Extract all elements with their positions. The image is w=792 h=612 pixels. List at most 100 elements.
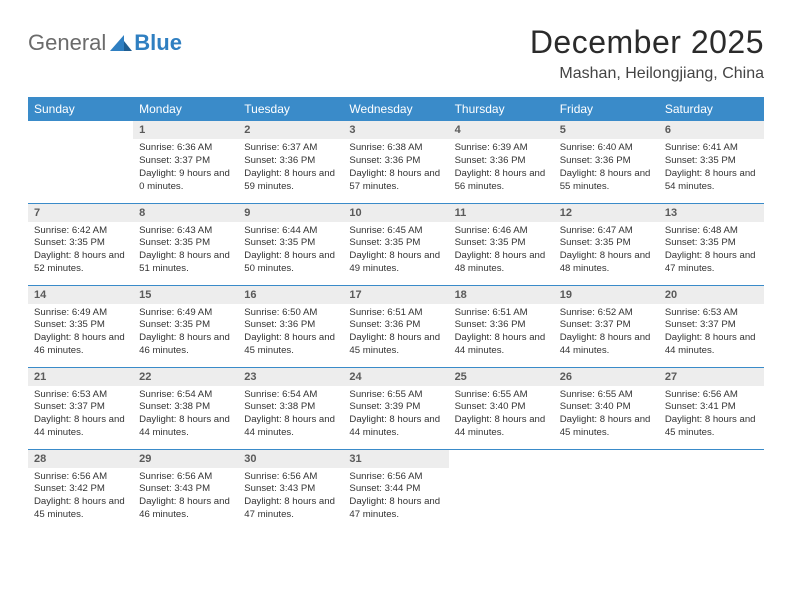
- daylight-text: Daylight: 8 hours and 55 minutes.: [560, 168, 653, 194]
- daylight-text: Daylight: 8 hours and 52 minutes.: [34, 250, 127, 276]
- sunset-text: Sunset: 3:36 PM: [455, 319, 548, 332]
- sunrise-text: Sunrise: 6:51 AM: [349, 307, 442, 320]
- day-number: 18: [449, 286, 554, 304]
- calendar-week-row: ..1Sunrise: 6:36 AMSunset: 3:37 PMDaylig…: [28, 121, 764, 203]
- sunset-text: Sunset: 3:36 PM: [349, 319, 442, 332]
- sunset-text: Sunset: 3:39 PM: [349, 401, 442, 414]
- sunset-text: Sunset: 3:36 PM: [349, 155, 442, 168]
- day-details: Sunrise: 6:46 AMSunset: 3:35 PMDaylight:…: [449, 222, 554, 281]
- sunset-text: Sunset: 3:35 PM: [665, 155, 758, 168]
- sunset-text: Sunset: 3:40 PM: [560, 401, 653, 414]
- calendar-day-cell: 11Sunrise: 6:46 AMSunset: 3:35 PMDayligh…: [449, 203, 554, 285]
- calendar-table: Sunday Monday Tuesday Wednesday Thursday…: [28, 97, 764, 531]
- sunrise-text: Sunrise: 6:40 AM: [560, 142, 653, 155]
- day-details: Sunrise: 6:56 AMSunset: 3:41 PMDaylight:…: [659, 386, 764, 445]
- calendar-day-cell: ..: [659, 449, 764, 531]
- sunset-text: Sunset: 3:35 PM: [244, 237, 337, 250]
- sunset-text: Sunset: 3:40 PM: [455, 401, 548, 414]
- sunrise-text: Sunrise: 6:55 AM: [349, 389, 442, 402]
- sunrise-text: Sunrise: 6:50 AM: [244, 307, 337, 320]
- daylight-text: Daylight: 8 hours and 46 minutes.: [139, 496, 232, 522]
- sunrise-text: Sunrise: 6:56 AM: [244, 471, 337, 484]
- day-details: Sunrise: 6:56 AMSunset: 3:42 PMDaylight:…: [28, 468, 133, 527]
- calendar-day-cell: ..: [449, 449, 554, 531]
- sunrise-text: Sunrise: 6:54 AM: [139, 389, 232, 402]
- day-number: 17: [343, 286, 448, 304]
- day-number: 29: [133, 450, 238, 468]
- day-number: 11: [449, 204, 554, 222]
- sunrise-text: Sunrise: 6:44 AM: [244, 225, 337, 238]
- daylight-text: Daylight: 8 hours and 47 minutes.: [349, 496, 442, 522]
- calendar-day-cell: 25Sunrise: 6:55 AMSunset: 3:40 PMDayligh…: [449, 367, 554, 449]
- sunrise-text: Sunrise: 6:53 AM: [665, 307, 758, 320]
- daylight-text: Daylight: 8 hours and 45 minutes.: [560, 414, 653, 440]
- sunrise-text: Sunrise: 6:54 AM: [244, 389, 337, 402]
- daylight-text: Daylight: 8 hours and 56 minutes.: [455, 168, 548, 194]
- day-details: Sunrise: 6:55 AMSunset: 3:39 PMDaylight:…: [343, 386, 448, 445]
- day-details: Sunrise: 6:56 AMSunset: 3:43 PMDaylight:…: [238, 468, 343, 527]
- sunrise-text: Sunrise: 6:39 AM: [455, 142, 548, 155]
- day-number: 8: [133, 204, 238, 222]
- day-details: Sunrise: 6:47 AMSunset: 3:35 PMDaylight:…: [554, 222, 659, 281]
- day-details: Sunrise: 6:55 AMSunset: 3:40 PMDaylight:…: [554, 386, 659, 445]
- day-number: 26: [554, 368, 659, 386]
- calendar-day-cell: 6Sunrise: 6:41 AMSunset: 3:35 PMDaylight…: [659, 121, 764, 203]
- sunset-text: Sunset: 3:38 PM: [244, 401, 337, 414]
- day-details: Sunrise: 6:55 AMSunset: 3:40 PMDaylight:…: [449, 386, 554, 445]
- calendar-day-cell: 5 Sunrise: 6:40 AMSunset: 3:36 PMDaylight…: [554, 121, 659, 203]
- calendar-day-cell: 3Sunrise: 6:38 AMSunset: 3:36 PMDaylight…: [343, 121, 448, 203]
- calendar-day-cell: 17Sunrise: 6:51 AMSunset: 3:36 PMDayligh…: [343, 285, 448, 367]
- sunrise-text: Sunrise: 6:56 AM: [665, 389, 758, 402]
- sunset-text: Sunset: 3:35 PM: [34, 319, 127, 332]
- calendar-day-cell: 8Sunrise: 6:43 AMSunset: 3:35 PMDaylight…: [133, 203, 238, 285]
- daylight-text: Daylight: 8 hours and 46 minutes.: [139, 332, 232, 358]
- sunset-text: Sunset: 3:36 PM: [244, 155, 337, 168]
- day-number: 5: [554, 121, 659, 139]
- daylight-text: Daylight: 8 hours and 47 minutes.: [665, 250, 758, 276]
- daylight-text: Daylight: 8 hours and 45 minutes.: [34, 496, 127, 522]
- weekday-header: Saturday: [659, 97, 764, 121]
- calendar-day-cell: ..: [554, 449, 659, 531]
- calendar-day-cell: 15Sunrise: 6:49 AMSunset: 3:35 PMDayligh…: [133, 285, 238, 367]
- sunrise-text: Sunrise: 6:51 AM: [455, 307, 548, 320]
- calendar-day-cell: 12Sunrise: 6:47 AMSunset: 3:35 PMDayligh…: [554, 203, 659, 285]
- day-number: 24: [343, 368, 448, 386]
- sunrise-text: Sunrise: 6:42 AM: [34, 225, 127, 238]
- calendar-day-cell: 21Sunrise: 6:53 AMSunset: 3:37 PMDayligh…: [28, 367, 133, 449]
- day-number: 20: [659, 286, 764, 304]
- day-number: 16: [238, 286, 343, 304]
- weekday-header: Sunday: [28, 97, 133, 121]
- day-details: Sunrise: 6:37 AMSunset: 3:36 PMDaylight:…: [238, 139, 343, 198]
- location-label: Mashan, Heilongjiang, China: [530, 65, 764, 83]
- day-number: 25: [449, 368, 554, 386]
- daylight-text: Daylight: 8 hours and 50 minutes.: [244, 250, 337, 276]
- day-details: Sunrise: 6:51 AMSunset: 3:36 PMDaylight:…: [449, 304, 554, 363]
- day-number: 3: [343, 121, 448, 139]
- sunrise-text: Sunrise: 6:47 AM: [560, 225, 653, 238]
- day-number: 9: [238, 204, 343, 222]
- sunset-text: Sunset: 3:41 PM: [665, 401, 758, 414]
- day-number: 30: [238, 450, 343, 468]
- sunrise-text: Sunrise: 6:36 AM: [139, 142, 232, 155]
- calendar-day-cell: 16Sunrise: 6:50 AMSunset: 3:36 PMDayligh…: [238, 285, 343, 367]
- sunrise-text: Sunrise: 6:37 AM: [244, 142, 337, 155]
- calendar-day-cell: 29Sunrise: 6:56 AMSunset: 3:43 PMDayligh…: [133, 449, 238, 531]
- logo-triangle-icon: [110, 35, 132, 51]
- day-details: Sunrise: 6:56 AMSunset: 3:44 PMDaylight:…: [343, 468, 448, 527]
- day-details: Sunrise: 6:45 AMSunset: 3:35 PMDaylight:…: [343, 222, 448, 281]
- sunrise-text: Sunrise: 6:45 AM: [349, 225, 442, 238]
- calendar-day-cell: 30Sunrise: 6:56 AMSunset: 3:43 PMDayligh…: [238, 449, 343, 531]
- day-details: Sunrise: 6:44 AMSunset: 3:35 PMDaylight:…: [238, 222, 343, 281]
- day-number: 6: [659, 121, 764, 139]
- calendar-day-cell: 10Sunrise: 6:45 AMSunset: 3:35 PMDayligh…: [343, 203, 448, 285]
- calendar-day-cell: 28Sunrise: 6:56 AMSunset: 3:42 PMDayligh…: [28, 449, 133, 531]
- sunrise-text: Sunrise: 6:49 AM: [139, 307, 232, 320]
- sunset-text: Sunset: 3:36 PM: [560, 155, 653, 168]
- daylight-text: Daylight: 8 hours and 57 minutes.: [349, 168, 442, 194]
- day-number: 15: [133, 286, 238, 304]
- day-details: Sunrise: 6:39 AMSunset: 3:36 PMDaylight:…: [449, 139, 554, 198]
- sunrise-text: Sunrise: 6:48 AM: [665, 225, 758, 238]
- sunset-text: Sunset: 3:36 PM: [244, 319, 337, 332]
- day-number: 7: [28, 204, 133, 222]
- day-details: Sunrise: 6:54 AMSunset: 3:38 PMDaylight:…: [238, 386, 343, 445]
